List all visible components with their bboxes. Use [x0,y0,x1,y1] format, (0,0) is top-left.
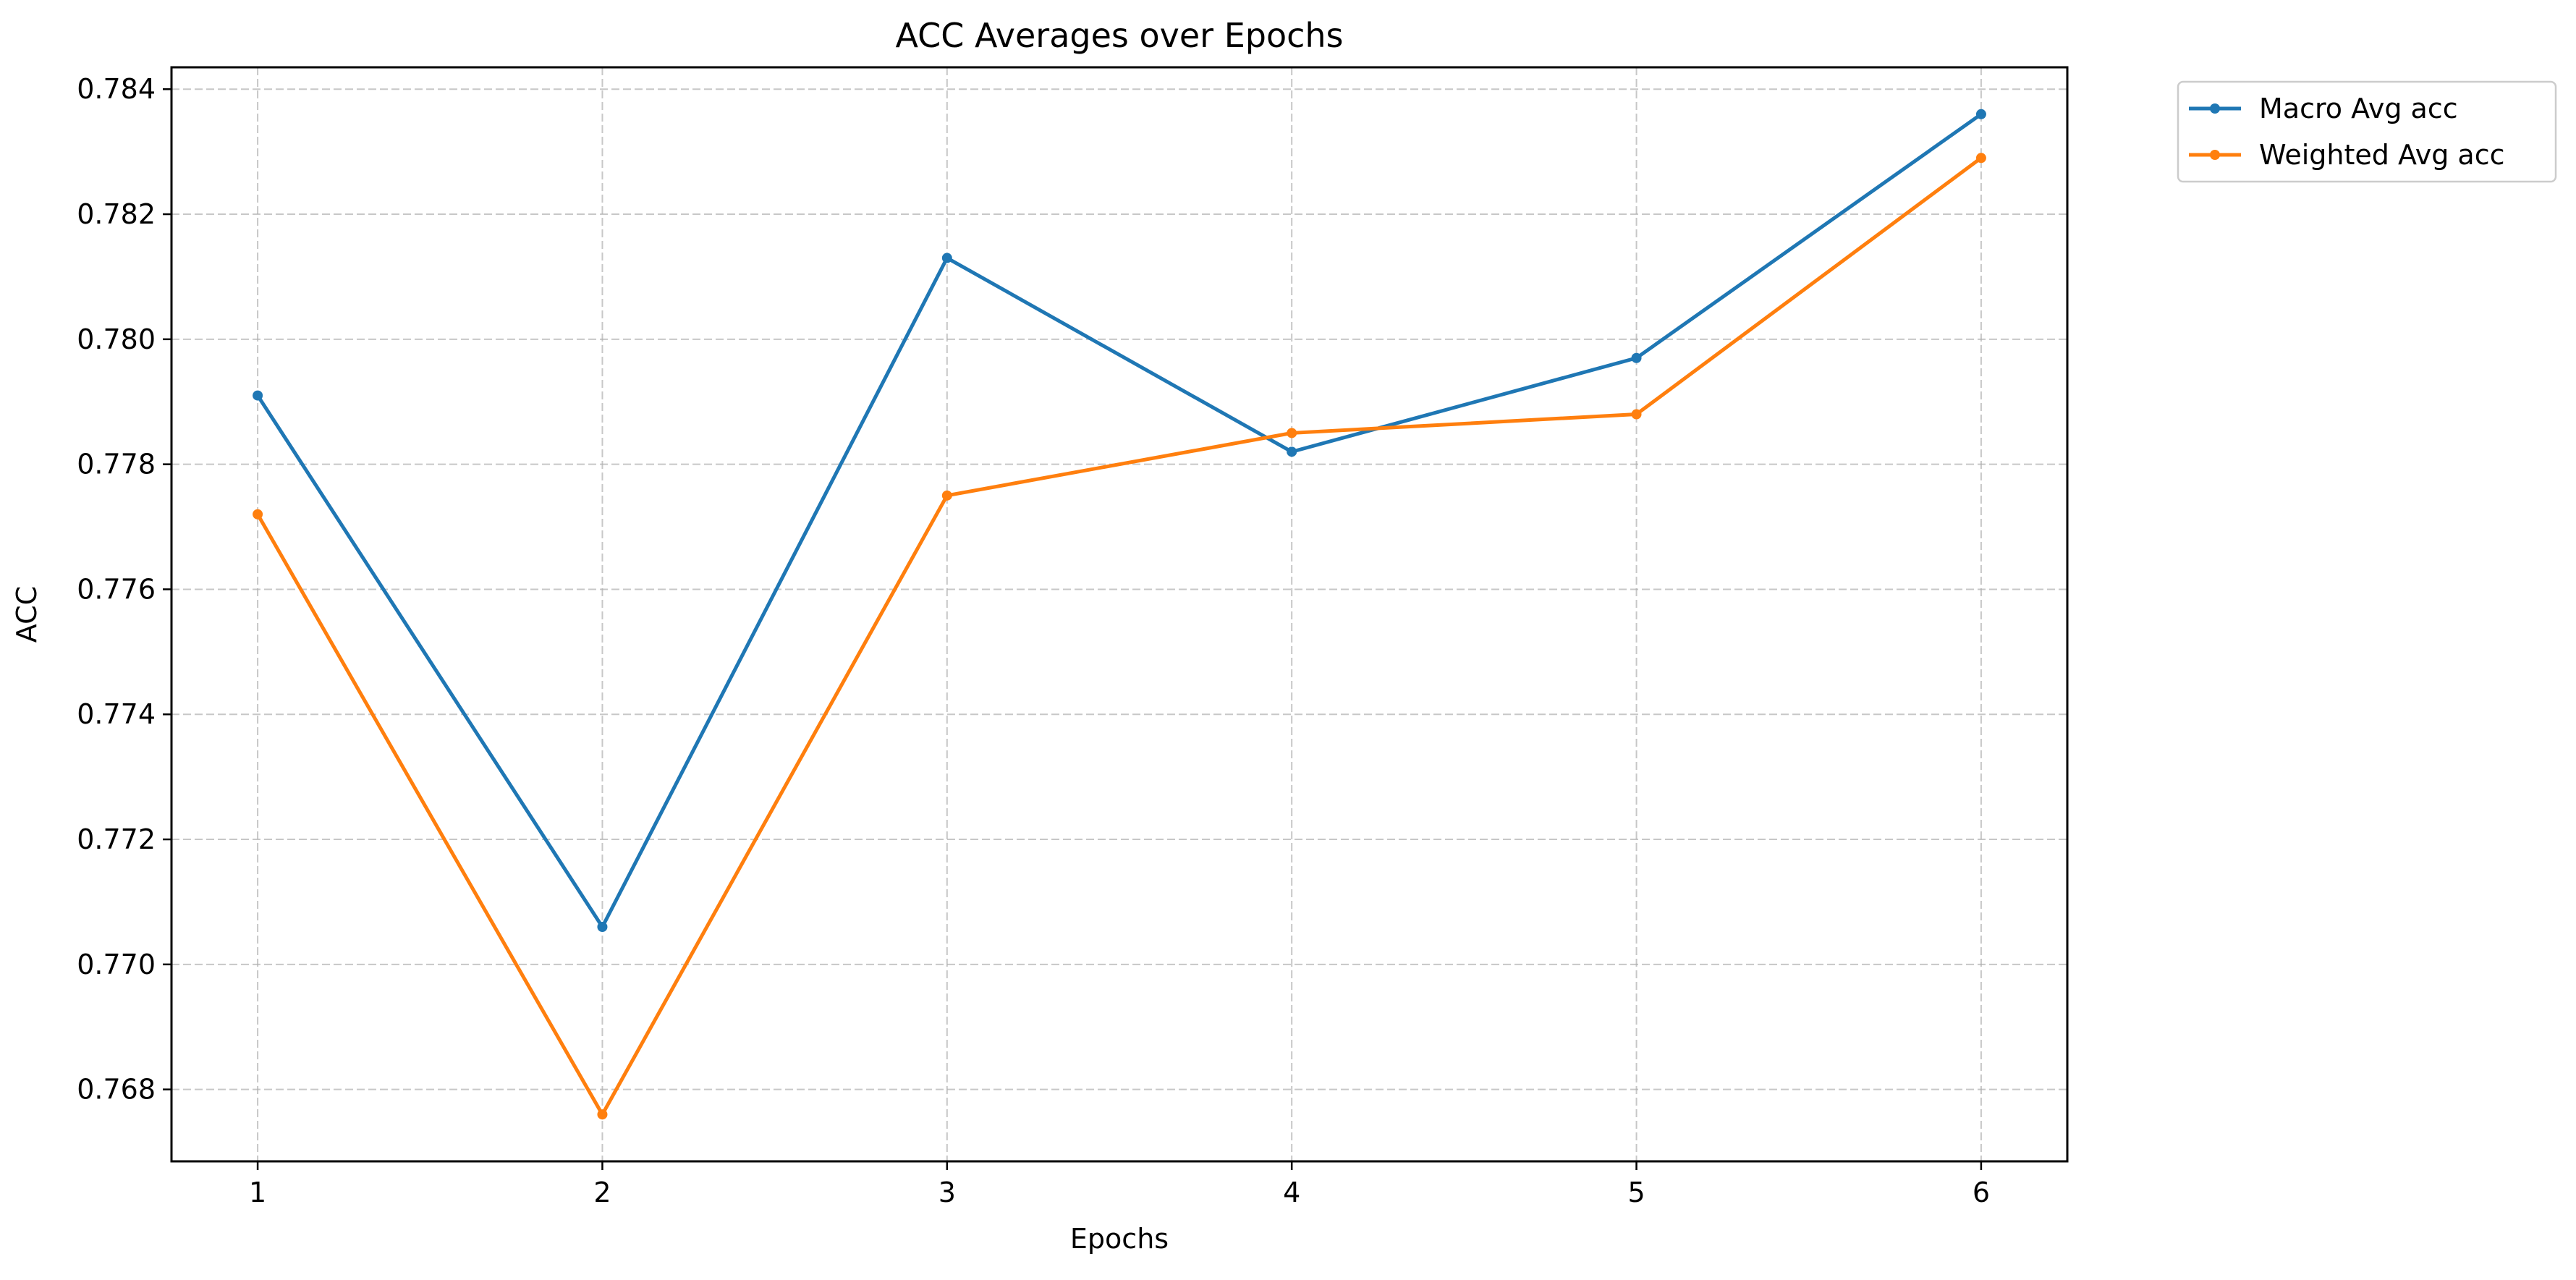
x-tick-label: 2 [593,1177,611,1208]
y-axis-title: ACC [11,586,43,643]
data-point [597,922,608,932]
data-point [1287,428,1297,438]
axis-ticks: 1 2 3 4 5 6 0.768 0.770 0.772 0.774 0.776 0.778 0.78… [77,73,1990,1208]
data-point [1631,409,1642,420]
y-tick-label: 0.780 [77,323,156,355]
legend-swatch-marker [2210,150,2220,160]
legend-label: Macro Avg acc [2259,93,2458,124]
series-line [255,111,1984,929]
data-point [253,509,263,520]
series-line [255,155,1984,1116]
x-tick-label: 5 [1627,1177,1645,1208]
series-lines [253,109,1986,1120]
y-tick-label: 0.778 [77,449,156,480]
y-tick-label: 0.776 [77,573,156,605]
y-tick-label: 0.772 [77,823,156,855]
legend-swatch-marker [2210,103,2220,114]
x-tick-label: 1 [249,1177,266,1208]
chart-title: ACC Averages over Epochs [895,16,1343,55]
x-tick-label: 6 [1973,1177,1990,1208]
data-point [597,1109,608,1120]
data-point [941,490,952,501]
x-tick-label: 3 [939,1177,956,1208]
data-point [253,390,263,401]
x-tick-label: 4 [1283,1177,1300,1208]
legend-label: Weighted Avg acc [2259,139,2505,171]
data-point [1975,153,1986,164]
legend: Macro Avg acc Weighted Avg acc [2177,80,2557,183]
plot-frame [170,66,2069,1163]
y-tick-label: 0.770 [77,949,156,980]
x-axis-title: Epochs [1070,1223,1169,1255]
data-point [1631,352,1642,363]
legend-box [2177,80,2557,183]
y-tick-label: 0.784 [77,73,156,105]
y-tick-label: 0.782 [77,198,156,230]
grid-lines [171,67,2067,1161]
y-tick-label: 0.768 [77,1074,156,1106]
data-point [941,253,952,263]
data-point [1975,109,1986,119]
data-point [1287,446,1297,457]
y-tick-label: 0.774 [77,698,156,730]
